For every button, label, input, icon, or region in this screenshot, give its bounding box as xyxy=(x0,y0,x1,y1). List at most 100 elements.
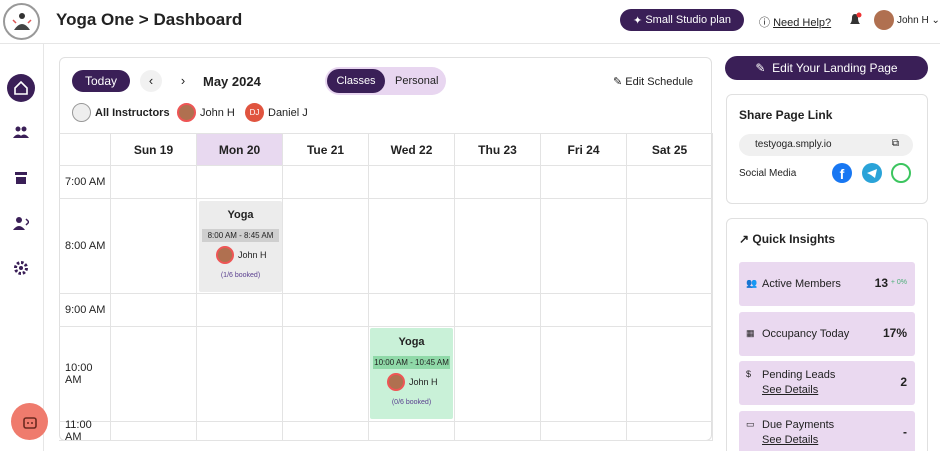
grid-cell xyxy=(369,166,455,199)
insight-icon: $ xyxy=(746,369,752,379)
edit-schedule[interactable]: ✎ Edit Schedule xyxy=(613,76,694,88)
nav-store[interactable] xyxy=(7,164,35,192)
page-title: Yoga One > Dashboard xyxy=(56,10,243,29)
grid-cell xyxy=(197,199,283,294)
event-time: 8:00 AM - 8:45 AM xyxy=(202,229,279,242)
grid-cell xyxy=(541,166,627,199)
event-time: 10:00 AM - 10:45 AM xyxy=(373,356,450,369)
insight-value: 17% xyxy=(882,326,907,340)
event-booked: (1/6 booked) xyxy=(220,272,261,279)
today-button[interactable]: Today xyxy=(72,70,130,92)
logo[interactable] xyxy=(3,3,40,40)
insights-title: ↗ Quick Insights xyxy=(739,232,836,246)
all-instructors[interactable]: All Instructors xyxy=(95,107,170,119)
nav-members[interactable] xyxy=(7,118,35,146)
facebook-icon[interactable]: f xyxy=(832,163,852,183)
time-label: 10:00 AM xyxy=(59,327,111,422)
event-booked: (0/6 booked) xyxy=(391,399,432,406)
view-classes[interactable]: Classes xyxy=(327,69,385,93)
help-label: Need Help? xyxy=(773,17,832,29)
time-label: 7:00 AM xyxy=(59,166,111,199)
bell[interactable] xyxy=(847,12,863,28)
user-avatar[interactable] xyxy=(874,10,894,30)
whatsapp-icon[interactable] xyxy=(891,163,911,183)
insight-label: Due Payments xyxy=(762,419,835,431)
instructor-avatar[interactable] xyxy=(177,103,196,122)
insight-row: ▦ Occupancy Today 17% xyxy=(739,312,915,356)
plan-button[interactable]: ✦ Small Studio plan xyxy=(620,9,744,31)
day-header: Sat 25 xyxy=(627,133,713,166)
share-url[interactable]: testyoga.smply.io ⧉ xyxy=(739,134,913,156)
help-link[interactable]: ⓘ Need Help? xyxy=(759,17,832,29)
grid-cell xyxy=(283,166,369,199)
nav-home[interactable] xyxy=(7,74,35,102)
day-header: Mon 20 xyxy=(197,133,283,166)
edit-landing-button[interactable]: ✎ Edit Your Landing Page xyxy=(725,56,928,80)
telegram-icon[interactable] xyxy=(862,163,882,183)
view-personal[interactable]: Personal xyxy=(395,75,439,87)
grid-cell xyxy=(111,327,197,422)
nav-staff[interactable] xyxy=(7,209,35,237)
month-label: May 2024 xyxy=(203,74,261,89)
event-title: Yoga xyxy=(227,209,254,221)
grid-cell xyxy=(197,166,283,199)
grid-cell xyxy=(455,327,541,422)
event-instructor: John H xyxy=(409,377,438,387)
grid-cell xyxy=(111,294,197,327)
insight-label: Occupancy Today xyxy=(762,328,850,340)
instructor-initials[interactable]: DJ xyxy=(245,103,264,122)
top-bar xyxy=(0,0,940,44)
grid-cell xyxy=(369,294,455,327)
grid-cell xyxy=(627,294,713,327)
time-header xyxy=(59,133,111,166)
edit-landing-label: Edit Your Landing Page xyxy=(772,61,898,75)
insights-title-text: Quick Insights xyxy=(752,232,836,246)
grid-cell xyxy=(111,199,197,294)
prev-button[interactable]: ‹ xyxy=(140,70,162,92)
day-header: Thu 23 xyxy=(455,133,541,166)
grid-cell xyxy=(369,327,455,422)
day-header: Wed 22 xyxy=(369,133,455,166)
day-header: Sun 19 xyxy=(111,133,197,166)
event-avatar xyxy=(387,373,405,391)
event-title: Yoga xyxy=(398,336,425,348)
event[interactable]: Yoga 8:00 AM - 8:45 AM John H (1/6 booked) xyxy=(199,201,282,292)
grid-cell xyxy=(455,166,541,199)
insight-value: 2 xyxy=(900,375,907,389)
insight-label: Pending Leads xyxy=(762,369,836,381)
instructor-name[interactable]: Daniel J xyxy=(268,107,308,119)
nav-settings[interactable] xyxy=(7,254,35,282)
grid-cell xyxy=(541,199,627,294)
grid-cell xyxy=(627,199,713,294)
grid-cell xyxy=(283,422,369,441)
grid-cell xyxy=(369,199,455,294)
time-label: 8:00 AM xyxy=(59,199,111,294)
assistant-button[interactable] xyxy=(11,403,48,440)
grid-cell xyxy=(283,199,369,294)
grid-cell xyxy=(627,166,713,199)
all-icon[interactable] xyxy=(72,103,91,122)
next-button[interactable]: › xyxy=(180,73,186,88)
share-title: Share Page Link xyxy=(739,108,833,122)
event[interactable]: Yoga 10:00 AM - 10:45 AM John H (0/6 booked… xyxy=(370,328,453,419)
social-label: Social Media xyxy=(739,168,797,179)
insight-link[interactable]: See Details xyxy=(762,384,819,396)
edit-schedule-label: Edit Schedule xyxy=(625,76,694,88)
insight-row: $ Pending Leads See Details 2 xyxy=(739,361,915,405)
user-menu[interactable]: John H ⌄ xyxy=(897,15,940,26)
copy-icon[interactable]: ⧉ xyxy=(891,138,899,149)
grid-cell xyxy=(197,422,283,441)
insight-link[interactable]: See Details xyxy=(762,434,819,446)
grid-cell xyxy=(455,294,541,327)
grid-cell xyxy=(111,166,197,199)
grid-cell xyxy=(541,294,627,327)
grid-cell xyxy=(455,199,541,294)
event-instructor: John H xyxy=(238,250,267,260)
instructor-name[interactable]: John H xyxy=(200,107,235,119)
grid-cell xyxy=(111,422,197,441)
grid-cell xyxy=(197,327,283,422)
grid-cell xyxy=(283,294,369,327)
day-header: Tue 21 xyxy=(283,133,369,166)
insight-value: 13 xyxy=(874,276,888,290)
